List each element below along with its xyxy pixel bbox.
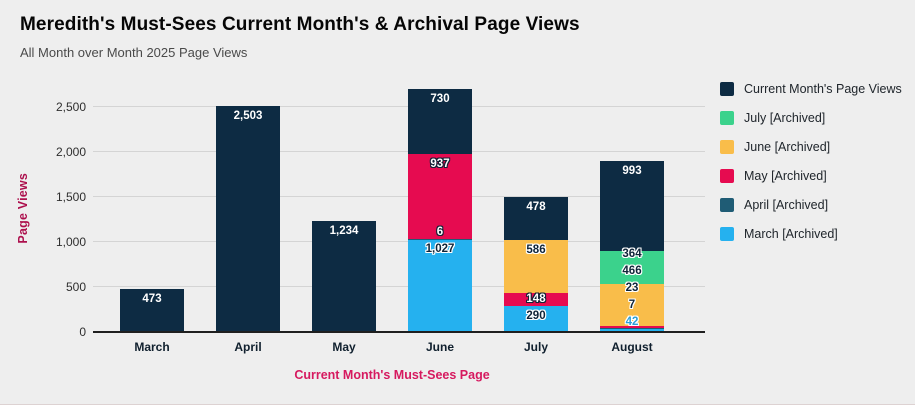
- x-axis-label-june: June: [425, 340, 454, 354]
- bar-value-label-may-current: 1,234: [329, 224, 359, 237]
- bar-segment-june-may[interactable]: [408, 154, 472, 239]
- bar-segment-august-current[interactable]: [600, 161, 664, 251]
- bar-segment-august-march[interactable]: [600, 328, 664, 332]
- gridline-2500: [93, 106, 705, 108]
- legend-label: March [Archived]: [744, 227, 838, 241]
- bar-segment-august-june[interactable]: [600, 283, 664, 326]
- x-axis-label-may: May: [332, 340, 356, 354]
- legend-item-march[interactable]: March [Archived]: [720, 227, 902, 241]
- bar-value-label-august-july: 364: [622, 248, 642, 260]
- y-tick-label-1500: 1,500: [55, 189, 86, 204]
- legend-swatch-icon: [720, 111, 734, 125]
- bar-value-label-august-march: 42: [625, 316, 639, 328]
- bar-value-label-june-march: 1,027: [425, 243, 455, 256]
- bar-segment-june-current[interactable]: [408, 88, 472, 155]
- bar-segment-july-current[interactable]: [504, 196, 568, 240]
- bar-value-label-june-april: 6: [436, 226, 444, 239]
- bar-value-label-august-current: 993: [622, 165, 642, 178]
- bar-column-april: 2,503: [200, 85, 296, 332]
- legend-swatch-icon: [720, 140, 734, 154]
- x-axis-line: [93, 331, 705, 333]
- legend-item-june[interactable]: June [Archived]: [720, 140, 902, 154]
- legend-label: May [Archived]: [744, 169, 827, 183]
- gridline-1500: [93, 196, 705, 198]
- y-tick-label-1000: 1,000: [55, 234, 86, 249]
- bar-segment-august-july[interactable]: [600, 250, 664, 284]
- bar-segment-june-april[interactable]: [408, 238, 472, 240]
- bar-segment-june-march[interactable]: [408, 239, 472, 332]
- bar-segment-july-june[interactable]: [504, 239, 568, 293]
- bar-column-march: 473: [104, 85, 200, 332]
- chart-subtitle: All Month over Month 2025 Page Views: [20, 45, 248, 60]
- bar-segment-april-current[interactable]: [216, 106, 280, 332]
- legend-swatch-icon: [720, 169, 734, 183]
- x-axis-label-july: July: [523, 340, 548, 354]
- gridline-2000: [93, 151, 705, 153]
- legend-swatch-icon: [720, 198, 734, 212]
- bar-segment-august-may[interactable]: [600, 325, 664, 328]
- y-axis-title: Page Views: [6, 85, 40, 332]
- legend-item-current[interactable]: Current Month's Page Views: [720, 82, 902, 96]
- bar-value-label-july-current: 478: [526, 200, 546, 213]
- y-tick-label-500: 500: [65, 279, 86, 294]
- bar-column-may: 1,234: [296, 85, 392, 332]
- bar-value-label-june-may: 937: [430, 158, 450, 171]
- bar-column-june: 1,027 6 937 730: [392, 85, 488, 332]
- y-tick-label-0: 0: [79, 325, 86, 339]
- legend-label: Current Month's Page Views: [744, 82, 902, 96]
- legend-swatch-icon: [720, 227, 734, 241]
- gridline-1000: [93, 241, 705, 243]
- bar-column-july: 290 148 586 478: [488, 85, 584, 332]
- bar-value-label-july-may: 148: [526, 292, 546, 305]
- x-axis-label-april: April: [234, 340, 262, 354]
- legend-item-july[interactable]: July [Archived]: [720, 111, 902, 125]
- gridline-500: [93, 286, 705, 288]
- bar-value-label-march-current: 473: [142, 293, 162, 306]
- legend-swatch-icon: [720, 82, 734, 96]
- bar-segment-march-current[interactable]: [120, 289, 184, 332]
- bar-value-label-august-june: 466: [622, 265, 642, 277]
- legend-item-april[interactable]: April [Archived]: [720, 198, 902, 212]
- legend-label: June [Archived]: [744, 140, 831, 154]
- bar-segment-may-current[interactable]: [312, 220, 376, 332]
- bar-value-label-july-june: 586: [526, 243, 546, 256]
- bar-segment-august-april[interactable]: [600, 327, 664, 329]
- y-tick-label-2500: 2,500: [55, 99, 86, 114]
- chart-legend: Current Month's Page Views July [Archived…: [720, 82, 902, 256]
- bar-segment-july-march[interactable]: [504, 305, 568, 332]
- legend-label: July [Archived]: [744, 111, 826, 125]
- chart-title: Meredith's Must-Sees Current Month's & A…: [20, 14, 580, 35]
- bar-value-label-april-current: 2,503: [233, 110, 263, 123]
- x-axis-label-august: August: [611, 340, 653, 354]
- y-tick-label-2000: 2,000: [55, 144, 86, 159]
- x-axis-title: Current Month's Must-Sees Page: [294, 368, 490, 382]
- y-axis-title-text: Page Views: [16, 173, 30, 244]
- legend-label: April [Archived]: [744, 198, 829, 212]
- bar-value-label-july-march: 290: [526, 309, 546, 322]
- x-axis-label-march: March: [134, 340, 170, 354]
- bar-value-label-june-current: 730: [430, 92, 450, 105]
- bar-segment-july-may[interactable]: [504, 292, 568, 306]
- bar-value-label-august-may: 23: [625, 282, 639, 294]
- bar-column-august: 42 7 23 466 364 993: [584, 85, 680, 332]
- legend-item-may[interactable]: May [Archived]: [720, 169, 902, 183]
- bar-value-label-august-april: 7: [628, 299, 636, 311]
